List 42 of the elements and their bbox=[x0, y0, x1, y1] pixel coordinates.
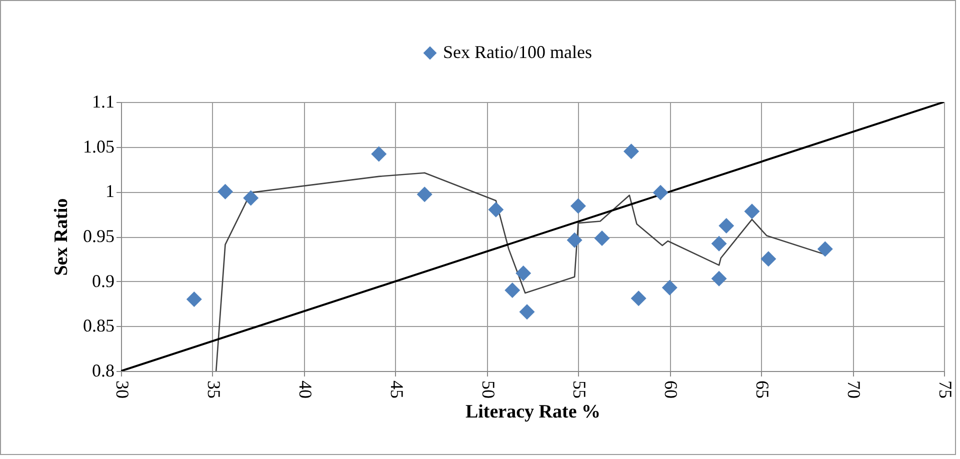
y-tick-label: 1.1 bbox=[92, 92, 114, 112]
y-axis-title: Sex Ratio bbox=[51, 198, 72, 276]
x-tick-label: 60 bbox=[661, 380, 682, 398]
point bbox=[243, 190, 259, 206]
y-tick-label: 0.95 bbox=[83, 226, 114, 246]
x-tick-label: 65 bbox=[752, 380, 773, 398]
point bbox=[519, 304, 535, 320]
legend-label: Sex Ratio/100 males bbox=[443, 42, 592, 62]
point bbox=[504, 282, 520, 298]
x-tick-label: 75 bbox=[936, 380, 956, 398]
y-tick-label: 1.05 bbox=[83, 136, 114, 156]
point bbox=[516, 266, 532, 282]
point bbox=[744, 204, 760, 220]
point bbox=[630, 290, 646, 306]
point bbox=[570, 198, 586, 214]
point bbox=[566, 232, 582, 248]
point bbox=[718, 218, 734, 234]
x-tick-label: 55 bbox=[570, 380, 590, 398]
x-tick-label: 70 bbox=[844, 380, 864, 398]
point bbox=[416, 186, 432, 202]
y-tick-label: 0.85 bbox=[83, 316, 114, 336]
point bbox=[760, 251, 776, 267]
point bbox=[371, 146, 387, 162]
point bbox=[817, 241, 833, 257]
point bbox=[662, 280, 678, 296]
point bbox=[624, 144, 640, 160]
point bbox=[186, 292, 202, 308]
point bbox=[652, 184, 668, 200]
point bbox=[711, 236, 727, 252]
point bbox=[218, 184, 233, 200]
point bbox=[488, 202, 504, 218]
x-tick-label: 35 bbox=[204, 380, 224, 398]
x-tick-label: 50 bbox=[478, 380, 498, 398]
x-tick-label: 45 bbox=[386, 380, 407, 398]
y-tick-label: 1 bbox=[106, 181, 114, 202]
x-tick-label: 40 bbox=[295, 380, 316, 398]
y-tick-label: 0.9 bbox=[92, 270, 114, 291]
point bbox=[594, 230, 610, 246]
x-axis-title: Literacy Rate % bbox=[465, 402, 601, 422]
x-tick-label: 30 bbox=[112, 380, 132, 398]
y-tick-label: 0.8 bbox=[92, 360, 114, 380]
point bbox=[711, 270, 727, 286]
